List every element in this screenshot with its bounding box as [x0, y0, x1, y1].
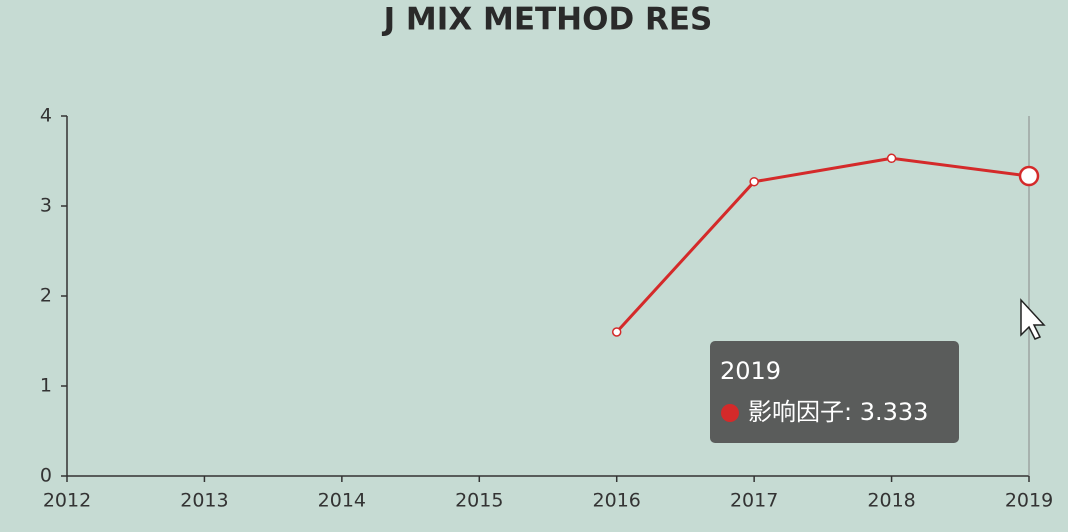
x-tick-label: 2019 — [1005, 490, 1053, 512]
x-tick-label: 2012 — [43, 490, 91, 512]
chart-title: J MIX METHOD RES — [382, 2, 713, 38]
line — [615, 156, 1030, 334]
tooltip: 2019 影响因子: 3.333 — [710, 341, 959, 443]
tooltip-marker — [721, 404, 739, 422]
y-tick-label: 2 — [40, 285, 52, 307]
tooltip-text: 影响因子: 3.333 — [748, 398, 928, 426]
x-tick-label: 2018 — [867, 490, 915, 512]
cursor — [1020, 298, 1046, 340]
x-tick-label: 2017 — [730, 490, 778, 512]
point — [611, 327, 622, 337]
plot: 0 1 2 3 4 2012 2013 2014 2015 2016 2017 2018 2019 — [40, 105, 1053, 512]
x-tick-label: 2013 — [180, 490, 228, 512]
point — [886, 153, 897, 164]
y-tick-label: 3 — [40, 195, 52, 217]
tooltip-title: 2019 — [720, 357, 781, 385]
y-tick-label: 4 — [40, 105, 52, 127]
point — [749, 176, 759, 187]
x-tick-label: 2015 — [455, 490, 503, 512]
x-tick-label: 2014 — [318, 490, 366, 512]
y-tick-label: 1 — [40, 375, 52, 397]
y-tick-label: 0 — [40, 465, 52, 487]
tooltip-box — [710, 341, 959, 443]
point — [1018, 165, 1040, 187]
x-tick-label: 2016 — [593, 490, 641, 512]
